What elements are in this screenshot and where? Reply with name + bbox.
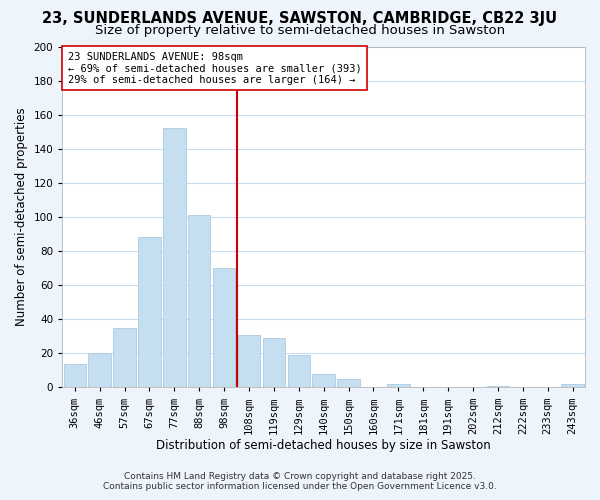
Text: 23 SUNDERLANDS AVENUE: 98sqm
← 69% of semi-detached houses are smaller (393)
29%: 23 SUNDERLANDS AVENUE: 98sqm ← 69% of se…: [68, 52, 361, 85]
Text: Contains HM Land Registry data © Crown copyright and database right 2025.
Contai: Contains HM Land Registry data © Crown c…: [103, 472, 497, 491]
Bar: [263, 338, 285, 388]
Text: Size of property relative to semi-detached houses in Sawston: Size of property relative to semi-detach…: [95, 24, 505, 37]
Bar: [287, 355, 310, 388]
Bar: [113, 328, 136, 388]
X-axis label: Distribution of semi-detached houses by size in Sawston: Distribution of semi-detached houses by …: [156, 440, 491, 452]
Bar: [337, 379, 360, 388]
Y-axis label: Number of semi-detached properties: Number of semi-detached properties: [15, 108, 28, 326]
Bar: [188, 216, 211, 388]
Bar: [213, 268, 235, 388]
Bar: [163, 128, 185, 388]
Bar: [238, 334, 260, 388]
Bar: [313, 374, 335, 388]
Bar: [487, 386, 509, 388]
Bar: [64, 364, 86, 388]
Bar: [387, 384, 410, 388]
Bar: [562, 384, 584, 388]
Bar: [88, 354, 111, 388]
Text: 23, SUNDERLANDS AVENUE, SAWSTON, CAMBRIDGE, CB22 3JU: 23, SUNDERLANDS AVENUE, SAWSTON, CAMBRID…: [43, 12, 557, 26]
Bar: [138, 238, 161, 388]
